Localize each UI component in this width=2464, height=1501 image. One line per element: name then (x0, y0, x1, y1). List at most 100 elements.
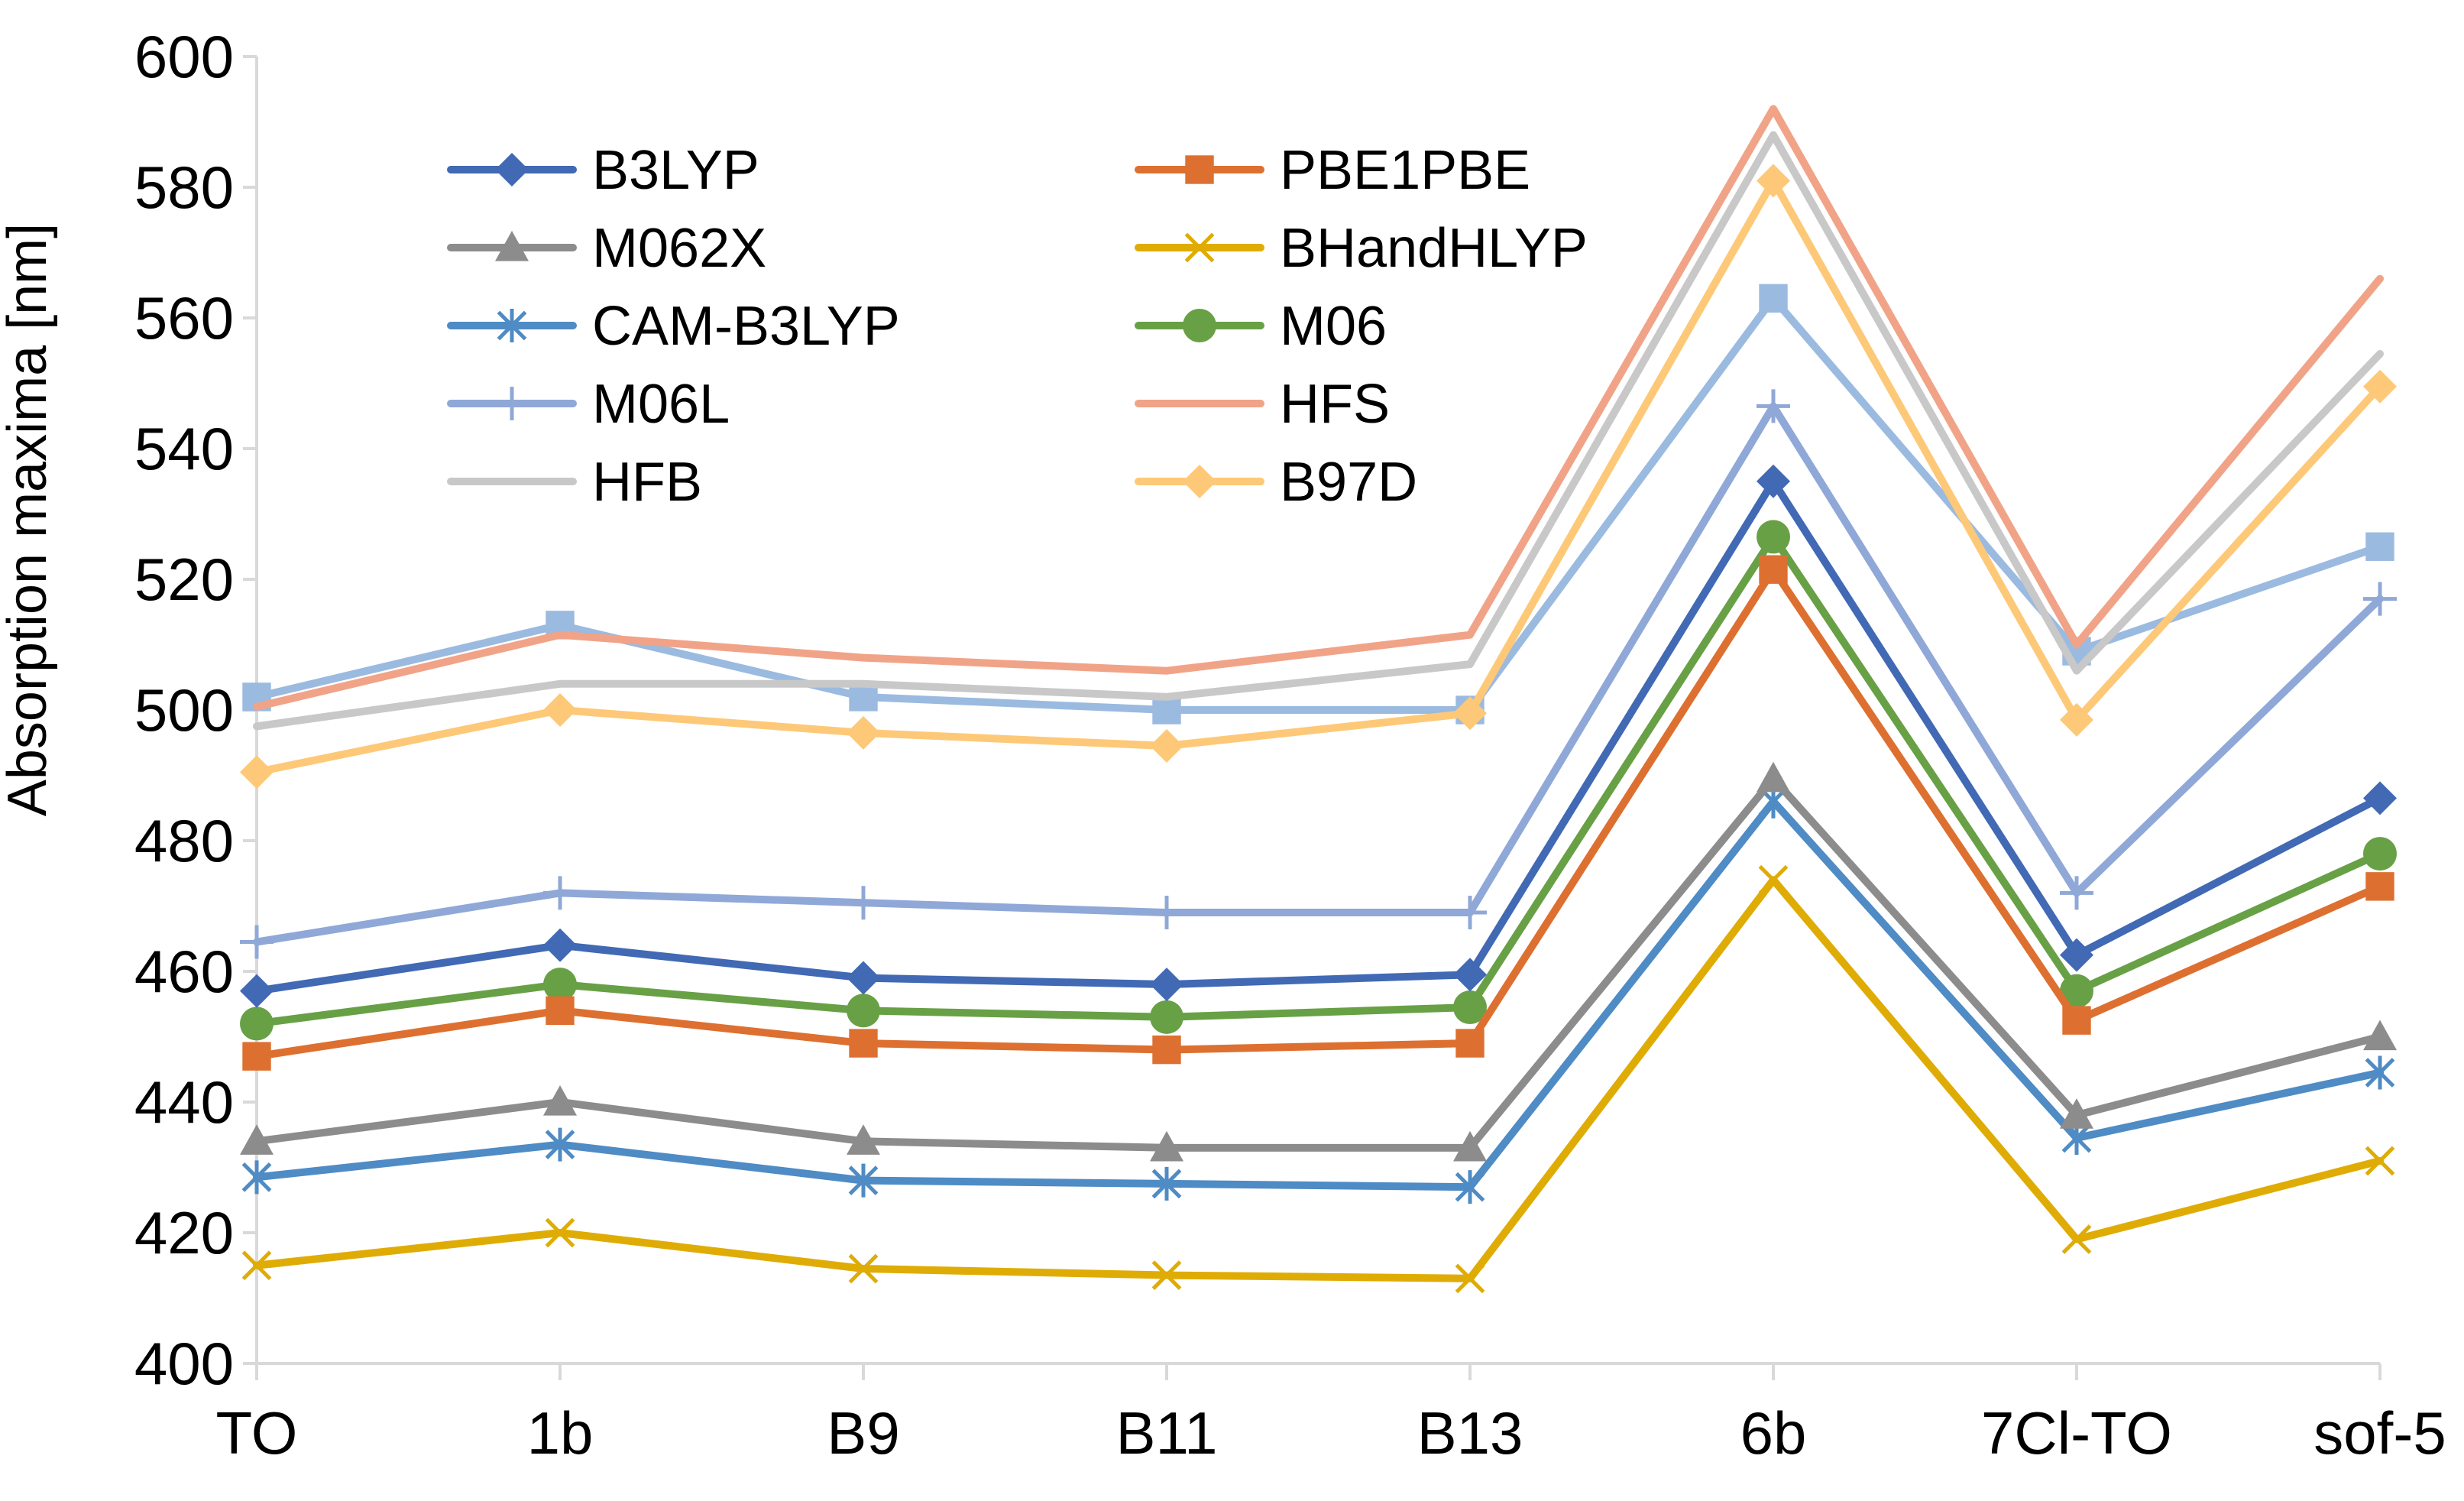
series-m06l (240, 389, 2397, 959)
data-point-m06 (543, 968, 577, 1002)
data-point-b3lyp (847, 961, 880, 995)
data-point-pbe1pbe (1455, 1029, 1485, 1058)
y-tick-label: 500 (134, 676, 234, 744)
legend-label: M06L (592, 374, 730, 435)
legend-label: CAM-B3LYP (592, 296, 900, 357)
data-point-b97d (543, 693, 577, 727)
legend-item-b97d: B97D (1135, 452, 1417, 513)
y-tick-label: 520 (134, 546, 234, 613)
series-line-m06 (253, 533, 2384, 1028)
data-point-series11 (1759, 284, 1788, 313)
data-point-m06l (240, 925, 274, 959)
data-point-pbe1pbe (242, 1042, 271, 1071)
y-tick-label: 480 (134, 807, 234, 874)
data-point-bhandhlyp (1455, 1263, 1485, 1294)
series-hfb (253, 131, 2384, 731)
y-tick-label: 420 (134, 1199, 234, 1266)
legend-label: B3LYP (592, 140, 759, 201)
data-point-m06 (1453, 990, 1487, 1025)
legend-marker (495, 231, 529, 261)
data-point-m062x (1453, 1130, 1487, 1162)
data-point-b97d (2363, 369, 2397, 404)
series-line-b3lyp (253, 477, 2384, 995)
legend-marker (497, 309, 527, 342)
data-point-pbe1pbe (546, 996, 575, 1025)
data-point-pbe1pbe (1152, 1035, 1181, 1065)
series-line-hfs (253, 105, 2384, 711)
series-line-bhandhlyp (253, 876, 2384, 1282)
data-point-b97d (240, 755, 274, 789)
data-point-m06l (847, 886, 880, 920)
data-point-bhandhlyp (848, 1253, 879, 1284)
data-point-bhandhlyp (241, 1250, 272, 1281)
data-point-m06l (1453, 896, 1487, 930)
legend-item-m06: M06 (1135, 296, 1387, 357)
data-point-pbe1pbe (849, 1029, 878, 1058)
legend-label: PBE1PBE (1280, 140, 1530, 201)
y-tick-label: 600 (134, 23, 234, 90)
legend-item-b3lyp: B3LYP (447, 140, 759, 201)
legend: B3LYP PBE1PBE M062X BHandHLYP CAM-B3LYP M06 M0… (447, 140, 1588, 513)
x-tick-label: 6b (1740, 1399, 1807, 1467)
data-point-b3lyp (1453, 958, 1487, 992)
series-line-hfb (253, 131, 2384, 731)
legend-label: BHandHLYP (1280, 218, 1588, 279)
data-point-b97d (1150, 729, 1183, 763)
data-point-b97d (1453, 696, 1487, 731)
y-tick-label: 580 (134, 154, 234, 221)
series-m06 (240, 520, 2397, 1041)
data-point-cam-b3lyp (1455, 1170, 1485, 1204)
data-point-m06l (1757, 389, 1790, 423)
data-point-b97d (847, 715, 880, 750)
y-tick-label: 460 (134, 938, 234, 1005)
data-point-m062x (543, 1085, 577, 1116)
x-tick-label: B13 (1417, 1399, 1523, 1467)
data-point-cam-b3lyp (848, 1163, 879, 1198)
legend-item-hfb: HFB (447, 452, 702, 513)
data-point-m062x (847, 1124, 880, 1155)
data-point-bhandhlyp (1151, 1260, 1182, 1290)
legend-item-bhandhlyp: BHandHLYP (1135, 218, 1588, 279)
data-point-m06l (1150, 896, 1183, 930)
data-point-cam-b3lyp (1151, 1166, 1182, 1201)
data-point-b3lyp (2060, 938, 2093, 972)
series-cam-b3lyp (241, 784, 2395, 1204)
legend-item-m062x: M062X (447, 218, 766, 279)
data-point-b3lyp (543, 928, 577, 962)
series-b97d (240, 164, 2397, 789)
data-point-bhandhlyp (2061, 1224, 2092, 1254)
data-point-cam-b3lyp (2365, 1055, 2395, 1090)
data-point-b97d (1757, 164, 1790, 198)
data-point-m06l (543, 876, 577, 910)
legend-label: HFB (592, 452, 702, 513)
data-point-m06 (847, 994, 880, 1028)
legend-marker (1183, 465, 1216, 498)
data-point-m06 (1757, 520, 1790, 554)
series-b3lyp (240, 464, 2397, 1008)
data-point-b3lyp (240, 974, 274, 1008)
data-point-m062x (240, 1124, 274, 1155)
legend-marker (1185, 155, 1214, 184)
data-point-b3lyp (1757, 464, 1790, 498)
x-tick-label: 7Cl-TO (1981, 1399, 2172, 1467)
data-point-bhandhlyp (2365, 1146, 2395, 1176)
x-tick-label: 1b (527, 1399, 594, 1467)
series-line-pbe1pbe (253, 566, 2384, 1061)
y-axis-title: Absorption maxima [nm] (0, 223, 58, 816)
legend-marker (495, 153, 529, 186)
series-hfs (253, 105, 2384, 711)
data-point-m062x (1757, 761, 1790, 793)
legend-item-hfs: HFS (1135, 374, 1390, 435)
data-point-m06 (1150, 1000, 1183, 1034)
axes: 400 420 440 460 480 500 520 540 560 580 600 TO 1b B9 B… (134, 23, 2446, 1467)
series-line-m062x (253, 774, 2384, 1152)
legend-item-m06l: M06L (447, 374, 730, 435)
data-point-m06l (2363, 582, 2397, 616)
x-tick-label: sof-5 (2313, 1399, 2446, 1467)
series-line-m06l (253, 402, 2384, 946)
data-point-series11 (2365, 532, 2394, 561)
y-tick-label: 400 (134, 1330, 234, 1397)
data-point-pbe1pbe (2062, 1006, 2091, 1035)
y-tick-label: 540 (134, 415, 234, 482)
